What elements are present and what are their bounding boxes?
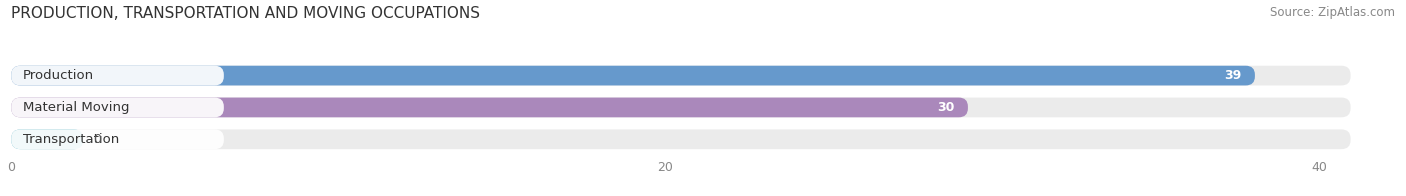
Text: 39: 39 xyxy=(1225,69,1241,82)
Text: Production: Production xyxy=(22,69,94,82)
FancyBboxPatch shape xyxy=(11,98,967,117)
FancyBboxPatch shape xyxy=(11,66,1351,85)
FancyBboxPatch shape xyxy=(11,66,224,85)
FancyBboxPatch shape xyxy=(11,98,224,117)
Text: 0: 0 xyxy=(93,133,101,146)
Text: Material Moving: Material Moving xyxy=(22,101,129,114)
FancyBboxPatch shape xyxy=(11,129,1351,149)
FancyBboxPatch shape xyxy=(11,98,1351,117)
FancyBboxPatch shape xyxy=(11,129,224,149)
Text: Transportation: Transportation xyxy=(22,133,120,146)
Text: 30: 30 xyxy=(938,101,955,114)
FancyBboxPatch shape xyxy=(11,66,1256,85)
FancyBboxPatch shape xyxy=(11,129,83,149)
Text: Source: ZipAtlas.com: Source: ZipAtlas.com xyxy=(1270,6,1395,19)
Text: PRODUCTION, TRANSPORTATION AND MOVING OCCUPATIONS: PRODUCTION, TRANSPORTATION AND MOVING OC… xyxy=(11,6,481,21)
